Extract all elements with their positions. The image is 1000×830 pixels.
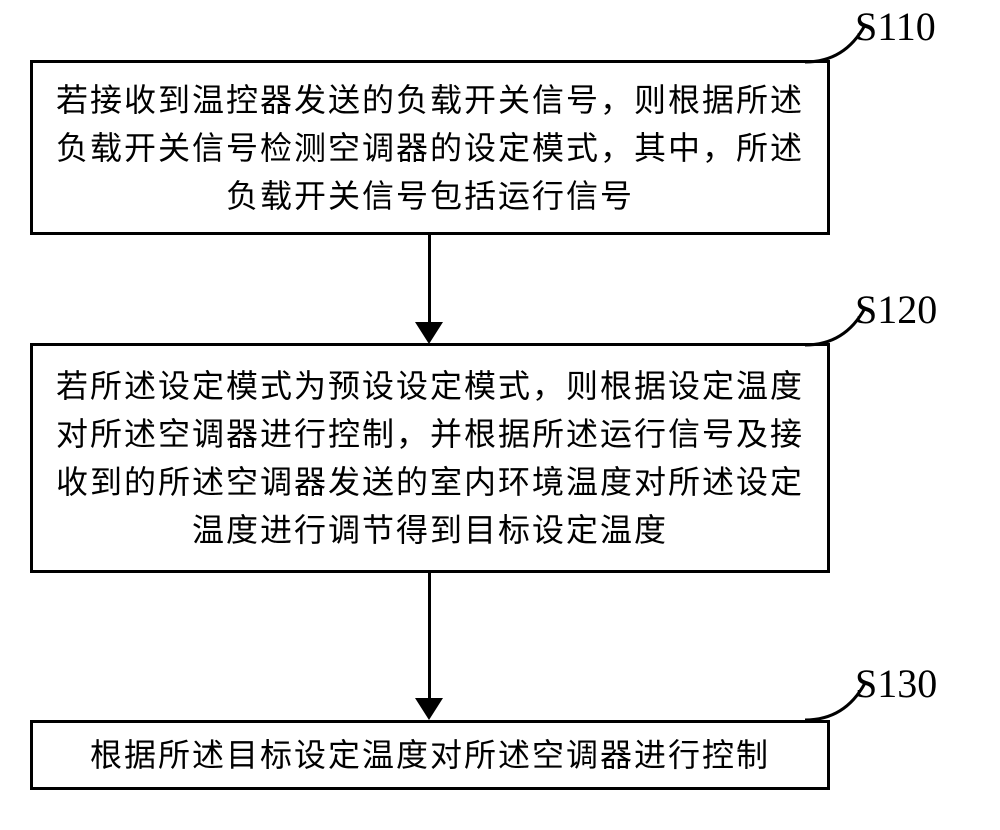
flow-step-s130-text: 根据所述目标设定温度对所述空调器进行控制 (90, 731, 770, 779)
arrow-s110-s120 (428, 235, 431, 328)
flowchart-container: 若接收到温控器发送的负载开关信号，则根据所述负载开关信号检测空调器的设定模式，其… (0, 0, 1000, 830)
flow-step-s120: 若所述设定模式为预设设定模式，则根据设定温度对所述空调器进行控制，并根据所述运行… (30, 343, 830, 573)
arrow-head-s120-s130 (415, 698, 443, 720)
flow-step-s130: 根据所述目标设定温度对所述空调器进行控制 (30, 720, 830, 790)
arrow-head-s110-s120 (415, 322, 443, 344)
label-s110: S110 (855, 3, 936, 50)
flow-step-s110-text: 若接收到温控器发送的负载开关信号，则根据所述负载开关信号检测空调器的设定模式，其… (53, 76, 807, 220)
arrow-s120-s130 (428, 573, 431, 698)
label-s120: S120 (855, 286, 937, 333)
label-s130: S130 (855, 660, 937, 707)
flow-step-s120-text: 若所述设定模式为预设设定模式，则根据设定温度对所述空调器进行控制，并根据所述运行… (53, 362, 807, 554)
flow-step-s110: 若接收到温控器发送的负载开关信号，则根据所述负载开关信号检测空调器的设定模式，其… (30, 60, 830, 235)
